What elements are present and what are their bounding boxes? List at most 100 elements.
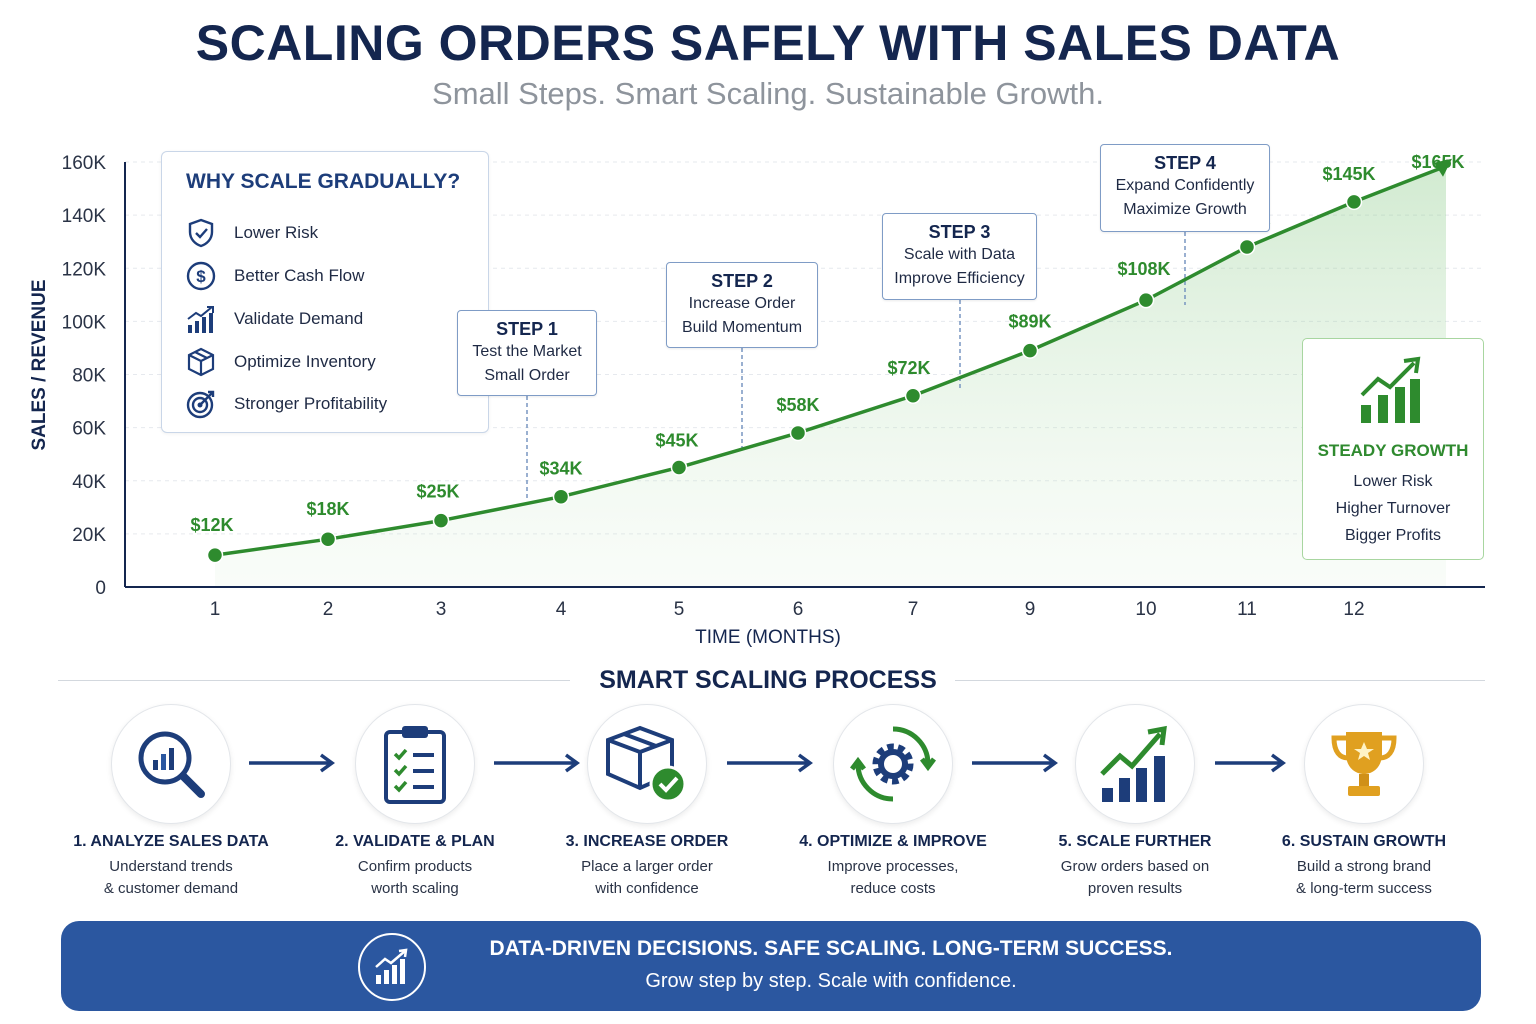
y-tick-label: 0 bbox=[95, 578, 106, 599]
steady-line: Lower Risk bbox=[1353, 473, 1433, 490]
why-item-label: Better Cash Flow bbox=[234, 266, 365, 285]
y-tick-label: 160K bbox=[62, 153, 107, 174]
process-step-title: 5. SCALE FURTHER bbox=[1058, 833, 1212, 850]
x-tick-label: 11 bbox=[1237, 599, 1257, 620]
why-item-label: Optimize Inventory bbox=[234, 352, 376, 371]
bar-chart-icon bbox=[184, 302, 218, 336]
step-title: STEP 1 bbox=[496, 319, 558, 339]
why-item-optimize-inventory: Optimize Inventory bbox=[184, 345, 376, 379]
data-point bbox=[789, 424, 807, 442]
process-step-desc: reduce costs bbox=[850, 880, 936, 897]
why-item-label: Validate Demand bbox=[234, 309, 364, 328]
area-fill bbox=[215, 164, 1446, 587]
banner-tagline: Grow step by step. Scale with confidence… bbox=[645, 970, 1017, 992]
data-point bbox=[670, 459, 688, 476]
svg-text:$: $ bbox=[196, 267, 206, 286]
step-line: Scale with Data bbox=[903, 246, 1016, 263]
process-step-desc: Improve processes, bbox=[827, 858, 959, 875]
process-step-title: 2. VALIDATE & PLAN bbox=[335, 833, 495, 850]
process-step-title: 4. OPTIMIZE & IMPROVE bbox=[799, 833, 987, 850]
step-line: Build Momentum bbox=[681, 319, 803, 336]
data-point bbox=[432, 512, 450, 529]
x-tick-label: 3 bbox=[436, 599, 447, 620]
clipboard-checklist-icon bbox=[355, 704, 475, 824]
why-scale-box: WHY SCALE GRADUALLY? Lower Risk $ Better… bbox=[161, 151, 489, 433]
y-axis-label: SALES / REVENUE bbox=[29, 279, 50, 451]
process-step-1: 1. ANALYZE SALES DATA Understand trends … bbox=[51, 704, 291, 900]
data-label: $145K bbox=[1322, 164, 1375, 184]
process-step-desc: with confidence bbox=[595, 880, 699, 897]
growth-chart-icon bbox=[1075, 704, 1195, 824]
x-tick-label: 6 bbox=[793, 599, 804, 620]
step-line: Expand Confidently bbox=[1115, 177, 1255, 194]
process-step-title: 6. SUSTAIN GROWTH bbox=[1281, 833, 1447, 850]
x-tick-label: 1 bbox=[210, 599, 221, 620]
why-item-validate-demand: Validate Demand bbox=[184, 302, 363, 336]
y-tick-label: 20K bbox=[72, 525, 106, 546]
data-point bbox=[1345, 193, 1363, 211]
x-tick-label: 7 bbox=[908, 599, 919, 620]
why-scale-title: WHY SCALE GRADUALLY? bbox=[186, 170, 461, 193]
step-4-callout: STEP 4 Expand Confidently Maximize Growt… bbox=[1100, 144, 1270, 232]
process-step-desc: proven results bbox=[1087, 880, 1183, 897]
process-step-title: 3. INCREASE ORDER bbox=[565, 833, 729, 850]
y-tick-label: 60K bbox=[72, 419, 106, 440]
step-3-callout: STEP 3 Scale with Data Improve Efficienc… bbox=[882, 213, 1037, 300]
process-step-6: 6. SUSTAIN GROWTH Build a strong brand &… bbox=[1244, 704, 1484, 900]
bottom-banner: DATA-DRIVEN DECISIONS. SAFE SCALING. LON… bbox=[61, 921, 1481, 1011]
y-tick-label: 40K bbox=[72, 472, 106, 493]
data-point bbox=[904, 387, 922, 404]
x-tick-label: 4 bbox=[556, 599, 567, 620]
x-tick-label: 5 bbox=[674, 599, 685, 620]
steady-growth-title: STEADY GROWTH bbox=[1317, 441, 1469, 460]
step-line: Test the Market bbox=[472, 343, 582, 360]
growth-chart-icon bbox=[358, 933, 426, 1001]
process-step-desc: Understand trends bbox=[109, 858, 233, 875]
process-step-4: 4. OPTIMIZE & IMPROVE Improve processes,… bbox=[773, 704, 1013, 900]
data-label: $34K bbox=[539, 459, 582, 479]
x-axis-label: TIME (MONTHS) bbox=[695, 627, 841, 648]
steady-line: Bigger Profits bbox=[1344, 527, 1442, 544]
data-point bbox=[319, 530, 337, 548]
data-point bbox=[1137, 291, 1155, 309]
why-item-cash-flow: $ Better Cash Flow bbox=[184, 259, 364, 293]
series-line bbox=[214, 166, 1443, 557]
box-check-icon bbox=[587, 704, 707, 824]
why-item-profitability: Stronger Profitability bbox=[184, 387, 387, 421]
target-icon bbox=[184, 387, 218, 421]
process-step-desc: & customer demand bbox=[103, 880, 239, 897]
process-step-2: 2. VALIDATE & PLAN Confirm products wort… bbox=[295, 704, 535, 900]
dollar-icon: $ bbox=[184, 259, 218, 293]
why-item-label: Lower Risk bbox=[234, 223, 319, 242]
x-tick-label: 12 bbox=[1343, 599, 1364, 620]
steady-growth-box: STEADY GROWTH Lower Risk Higher Turnover… bbox=[1302, 338, 1484, 560]
y-tick-label: 80K bbox=[72, 366, 106, 387]
process-step-title: 1. ANALYZE SALES DATA bbox=[73, 833, 269, 850]
step-line: Increase Order bbox=[688, 295, 796, 312]
step-1-callout: STEP 1 Test the Market Small Order bbox=[457, 310, 597, 396]
data-point bbox=[552, 488, 570, 505]
shield-check-icon bbox=[184, 216, 218, 250]
why-item-label: Stronger Profitability bbox=[234, 394, 388, 413]
process-step-5: 5. SCALE FURTHER Grow orders based on pr… bbox=[1015, 704, 1255, 900]
data-label: $45K bbox=[655, 430, 698, 450]
data-label: $18K bbox=[306, 499, 349, 519]
data-label: $72K bbox=[887, 358, 930, 378]
page-subtitle: Small Steps. Smart Scaling. Sustainable … bbox=[432, 76, 1104, 111]
process-step-desc: worth scaling bbox=[371, 880, 459, 897]
step-title: STEP 2 bbox=[711, 271, 773, 291]
magnifier-chart-icon bbox=[111, 704, 231, 824]
banner-headline: DATA-DRIVEN DECISIONS. SAFE SCALING. LON… bbox=[489, 937, 1173, 960]
y-tick-label: 100K bbox=[62, 312, 107, 333]
data-point bbox=[1238, 238, 1256, 256]
x-tick-label: 2 bbox=[323, 599, 334, 620]
process-title: SMART SCALING PROCESS bbox=[599, 666, 937, 694]
process-step-desc: Grow orders based on bbox=[1060, 858, 1210, 875]
data-label: $89K bbox=[1008, 312, 1051, 332]
arrow-right-icon bbox=[249, 753, 335, 773]
divider-right bbox=[955, 680, 1485, 681]
steady-line: Higher Turnover bbox=[1335, 500, 1451, 517]
y-tick-label: 140K bbox=[62, 206, 107, 227]
series-arrow-head bbox=[1434, 158, 1452, 177]
process-step-desc: Confirm products bbox=[357, 858, 473, 875]
